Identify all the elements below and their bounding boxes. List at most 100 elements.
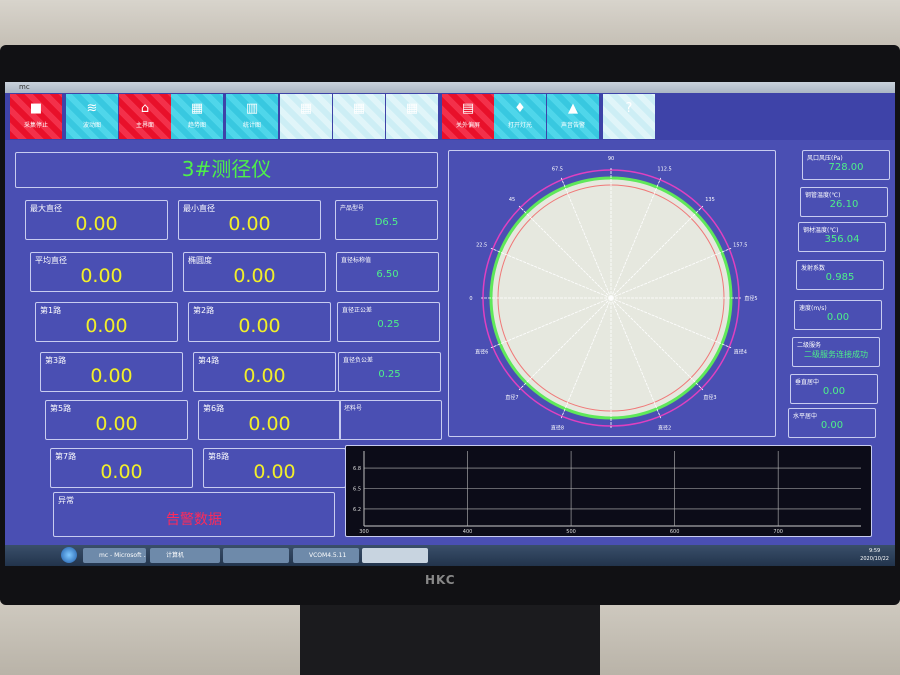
toolbar-button-11[interactable]: ? <box>603 94 655 139</box>
spec-value: D6.5 <box>374 217 399 228</box>
status-value: 0.00 <box>820 420 844 431</box>
x-tick-label: 500 <box>566 529 576 535</box>
spec-label: 直径标称值 <box>341 257 372 264</box>
taskbar-item[interactable]: 计算机 <box>150 548 220 563</box>
status-label: 钢材温度(℃) <box>803 227 839 234</box>
measure-label: 第4路 <box>198 356 220 365</box>
measure-box: 第6路 0.00 <box>198 400 341 440</box>
alarm-box: 异常 告警数据 <box>53 492 335 537</box>
measure-value: 0.00 <box>80 265 123 287</box>
toolbar-button-9[interactable]: ♦ 打开灯光 <box>494 94 546 139</box>
status-value: 0.00 <box>822 386 846 397</box>
start-button[interactable] <box>61 547 77 563</box>
measure-box: 第3路 0.00 <box>40 352 183 392</box>
status-box: 风口风压(Pa) 728.00 <box>802 150 890 180</box>
clock: 9:59 2020/10/22 <box>860 547 889 563</box>
x-tick-label: 700 <box>773 529 783 535</box>
polar-label: 22.5 <box>476 242 487 248</box>
spec-label: 坯料号 <box>344 405 363 412</box>
status-box: 钢材温度(℃) 356.04 <box>798 222 886 252</box>
toolbar-button-0[interactable]: ■ 采集停止 <box>10 94 62 139</box>
trend-chart: 300 400 500 600 700 6.8 6.5 6.2 <box>345 445 872 537</box>
toolbar-button-label: 统计图 <box>242 122 261 129</box>
spec-box: 直径正公差 0.25 <box>337 302 440 342</box>
polar-label: 直径4 <box>734 349 747 356</box>
toolbar-button-4[interactable]: ▥ 统计图 <box>226 94 278 139</box>
spec-label: 直径负公差 <box>343 357 374 364</box>
waveform-icon: ≋ <box>86 101 98 116</box>
measure-label: 第7路 <box>55 452 77 461</box>
polar-label: 直径5 <box>744 295 757 302</box>
table-icon: ▤ <box>461 101 475 116</box>
toolbar-button-2[interactable]: ⌂ 主界面 <box>119 94 171 139</box>
spec-value: 6.50 <box>376 269 399 280</box>
polar-label: 直径3 <box>703 394 716 401</box>
polar-label: 0 <box>469 296 472 302</box>
screen: mc ■ 采集停止 ≋ 波动图 ⌂ 主界面 ▦ 趋势图 ▥ 统计图 ▦ ▦ ▦ ▤ 关外偏屏 ♦ 打开灯光 ▲ 声音… <box>5 82 895 566</box>
toolbar-button-label: 关外偏屏 <box>455 122 480 129</box>
toolbar-button-6[interactable]: ▦ <box>333 94 385 139</box>
taskbar-item[interactable] <box>362 548 428 563</box>
measure-label: 第5路 <box>50 404 72 413</box>
window-titlebar: mc <box>5 82 895 93</box>
status-box: 发射系数 0.985 <box>796 260 884 290</box>
polar-spoke <box>610 297 704 391</box>
measure-label: 最小直径 <box>183 204 215 213</box>
grid-icon: ▦ <box>190 101 204 116</box>
measure-value: 0.00 <box>248 413 291 435</box>
measure-label: 第6路 <box>203 404 225 413</box>
measure-value: 0.00 <box>253 461 296 483</box>
measure-label: 第3路 <box>45 356 67 365</box>
status-box: 水平居中 0.00 <box>788 408 876 438</box>
spec-label: 直径正公差 <box>342 307 373 314</box>
measure-value: 0.00 <box>228 213 271 235</box>
taskbar-item[interactable]: mc - Microsoft ... <box>83 548 146 563</box>
status-box: 速度(m/s) 0.00 <box>794 300 882 330</box>
polar-label: 112.5 <box>657 167 671 173</box>
toolbar-button-label: 打开灯光 <box>507 122 532 129</box>
status-value: 0.00 <box>826 312 850 323</box>
measure-box: 第2路 0.00 <box>188 302 331 342</box>
status-label: 发射系数 <box>801 265 826 272</box>
measure-box: 最大直径 0.00 <box>25 200 168 240</box>
status-label: 水平居中 <box>793 413 818 420</box>
taskbar-item[interactable]: VCOM4.5.11 <box>293 548 359 563</box>
status-value: 二级服务连接成功 <box>804 350 868 359</box>
home-icon: ⌂ <box>140 101 150 116</box>
polar-spoke <box>610 177 662 299</box>
y-tick-label: 6.5 <box>353 487 361 493</box>
status-value: 26.10 <box>829 199 859 210</box>
measure-box: 椭圆度 0.00 <box>183 252 326 292</box>
toolbar-button-1[interactable]: ≋ 波动图 <box>66 94 118 139</box>
status-box: 钢管温度(℃) 26.10 <box>800 187 888 217</box>
toolbar: ■ 采集停止 ≋ 波动图 ⌂ 主界面 ▦ 趋势图 ▥ 统计图 ▦ ▦ ▦ ▤ 关外偏屏 ♦ 打开灯光 ▲ 声音告警? <box>5 93 895 140</box>
spec-label: 产品型号 <box>340 205 365 212</box>
toolbar-button-7[interactable]: ▦ <box>386 94 438 139</box>
toolbar-button-3[interactable]: ▦ 趋势图 <box>171 94 223 139</box>
toolbar-button-8[interactable]: ▤ 关外偏屏 <box>442 94 494 139</box>
measure-value: 0.00 <box>238 315 281 337</box>
polar-label: 直径6 <box>475 349 488 356</box>
measure-value: 0.00 <box>233 265 276 287</box>
toolbar-button-5[interactable]: ▦ <box>280 94 332 139</box>
polar-spoke <box>610 297 662 419</box>
measure-value: 0.00 <box>243 365 286 387</box>
x-tick-label: 400 <box>463 529 473 535</box>
polar-label: 直径7 <box>505 394 518 401</box>
x-tick-label: 600 <box>670 529 680 535</box>
help-icon: ? <box>625 101 633 116</box>
polar-label: 直径2 <box>658 424 671 431</box>
spec-value: 0.25 <box>378 369 401 380</box>
polar-label: 67.5 <box>552 167 563 173</box>
measure-value: 0.00 <box>90 365 133 387</box>
measure-value: 0.00 <box>85 315 128 337</box>
toolbar-button-10[interactable]: ▲ 声音告警 <box>547 94 599 139</box>
polar-label: 157.5 <box>733 242 747 248</box>
toolbar-button-label: 趋势图 <box>187 122 206 129</box>
toolbar-button-label: 采集停止 <box>23 122 48 129</box>
measure-label: 最大直径 <box>30 204 62 213</box>
status-box: 二级服务 二级服务连接成功 <box>792 337 880 367</box>
status-value: 728.00 <box>828 162 864 173</box>
taskbar-item[interactable] <box>223 548 289 563</box>
measure-value: 0.00 <box>75 213 118 235</box>
